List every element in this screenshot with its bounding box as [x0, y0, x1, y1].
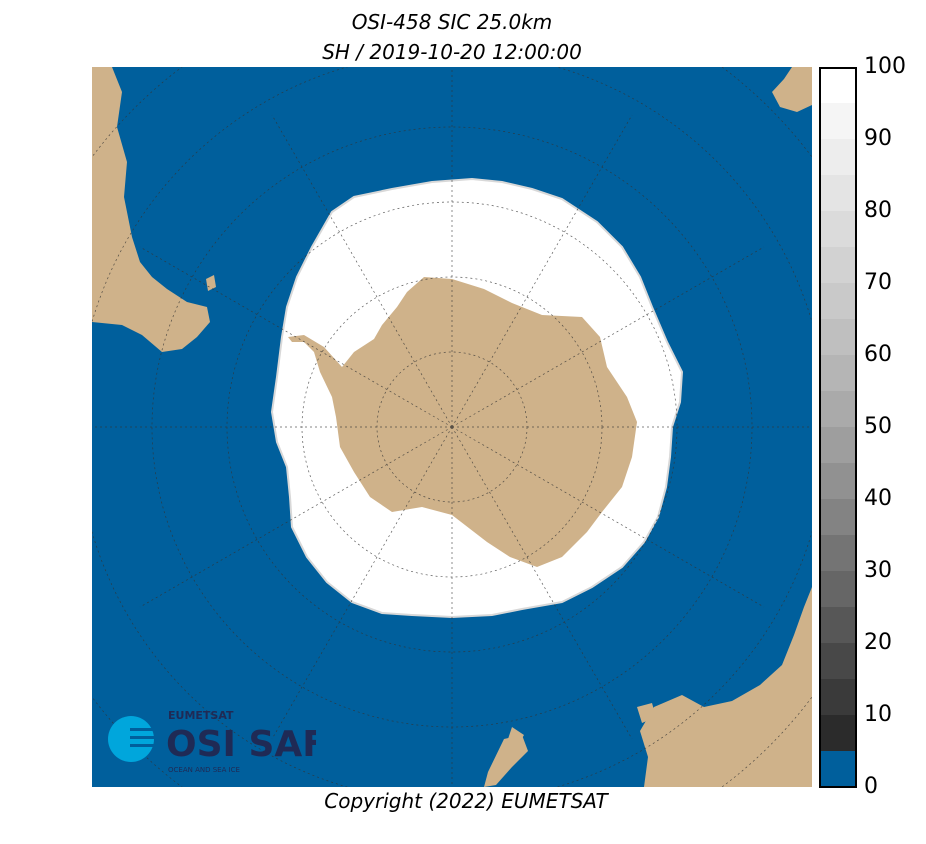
land-new-zealand — [484, 735, 528, 787]
colorbar-tick-50: 50 — [864, 414, 892, 439]
land-nz-north — [508, 727, 524, 745]
logo-bottom-text: OCEAN AND SEA ICE — [168, 766, 240, 774]
colorbar-tick-10: 10 — [864, 702, 892, 727]
colorbar-tick-30: 30 — [864, 558, 892, 583]
land-antarctica — [288, 277, 637, 567]
logo-top-text: EUMETSAT — [168, 709, 234, 722]
land-africa — [772, 67, 812, 112]
colorbar-tick-100: 100 — [864, 54, 906, 79]
land-australia — [640, 587, 812, 787]
colorbar-tick-40: 40 — [864, 486, 892, 511]
colorbar-tick-60: 60 — [864, 342, 892, 367]
colorbar-tick-20: 20 — [864, 630, 892, 655]
sea-ice-map — [92, 67, 812, 787]
copyright: Copyright (2022) EUMETSAT — [324, 789, 608, 813]
map-title: OSI-458 SIC 25.0km — [351, 10, 553, 34]
colorbar-tick-0: 0 — [864, 774, 878, 799]
land-tasmania — [637, 703, 656, 723]
land-falklands — [206, 275, 216, 291]
colorbar — [819, 67, 857, 788]
land-south-america — [92, 67, 210, 352]
colorbar-tick-80: 80 — [864, 198, 892, 223]
colorbar-tick-90: 90 — [864, 126, 892, 151]
osisaf-logo: EUMETSAT OSI SAF OCEAN AND SEA ICE — [108, 709, 316, 774]
colorbar-tick-70: 70 — [864, 270, 892, 295]
map-subtitle: SH / 2019-10-20 12:00:00 — [322, 40, 582, 64]
logo-main-text: OSI SAF — [166, 724, 316, 765]
graticule — [92, 67, 812, 787]
